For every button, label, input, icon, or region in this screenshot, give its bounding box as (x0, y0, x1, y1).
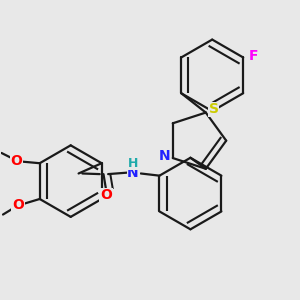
Text: S: S (208, 103, 219, 116)
Text: N: N (127, 166, 139, 180)
Text: O: O (12, 198, 24, 212)
Text: F: F (248, 49, 258, 63)
Text: O: O (11, 154, 22, 168)
Text: N: N (159, 149, 171, 164)
Text: H: H (128, 157, 138, 170)
Text: O: O (100, 188, 112, 202)
